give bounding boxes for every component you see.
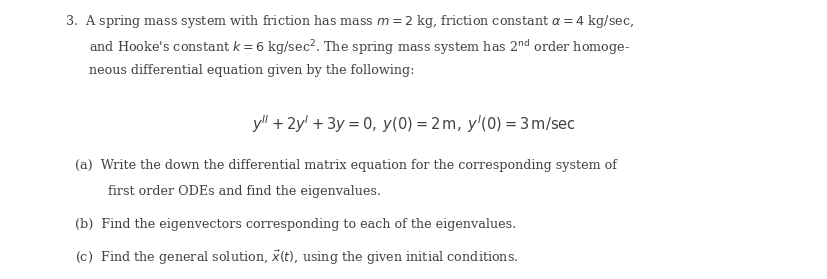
Text: (b)  Find the eigenvectors corresponding to each of the eigenvalues.: (b) Find the eigenvectors corresponding … bbox=[74, 218, 515, 231]
Text: 3.  A spring mass system with friction has mass $m = 2$ kg, friction constant $\: 3. A spring mass system with friction ha… bbox=[65, 13, 633, 30]
Text: neous differential equation given by the following:: neous differential equation given by the… bbox=[89, 64, 414, 78]
Text: and Hooke's constant $k = 6$ kg/sec$^2$. The spring mass system has 2$^{\mathrm{: and Hooke's constant $k = 6$ kg/sec$^2$.… bbox=[89, 39, 629, 57]
Text: (a)  Write the down the differential matrix equation for the corresponding syste: (a) Write the down the differential matr… bbox=[74, 159, 616, 172]
Text: $y^{II} + 2y^{I} + 3y = 0, \; y(0) = 2\,\mathrm{m}, \; y^{I}(0) = 3\,\mathrm{m/s: $y^{II} + 2y^{I} + 3y = 0, \; y(0) = 2\,… bbox=[252, 113, 575, 135]
Text: (c)  Find the general solution, $\vec{x}(t)$, using the given initial conditions: (c) Find the general solution, $\vec{x}(… bbox=[74, 249, 518, 267]
Text: first order ODEs and find the eigenvalues.: first order ODEs and find the eigenvalue… bbox=[108, 185, 380, 198]
